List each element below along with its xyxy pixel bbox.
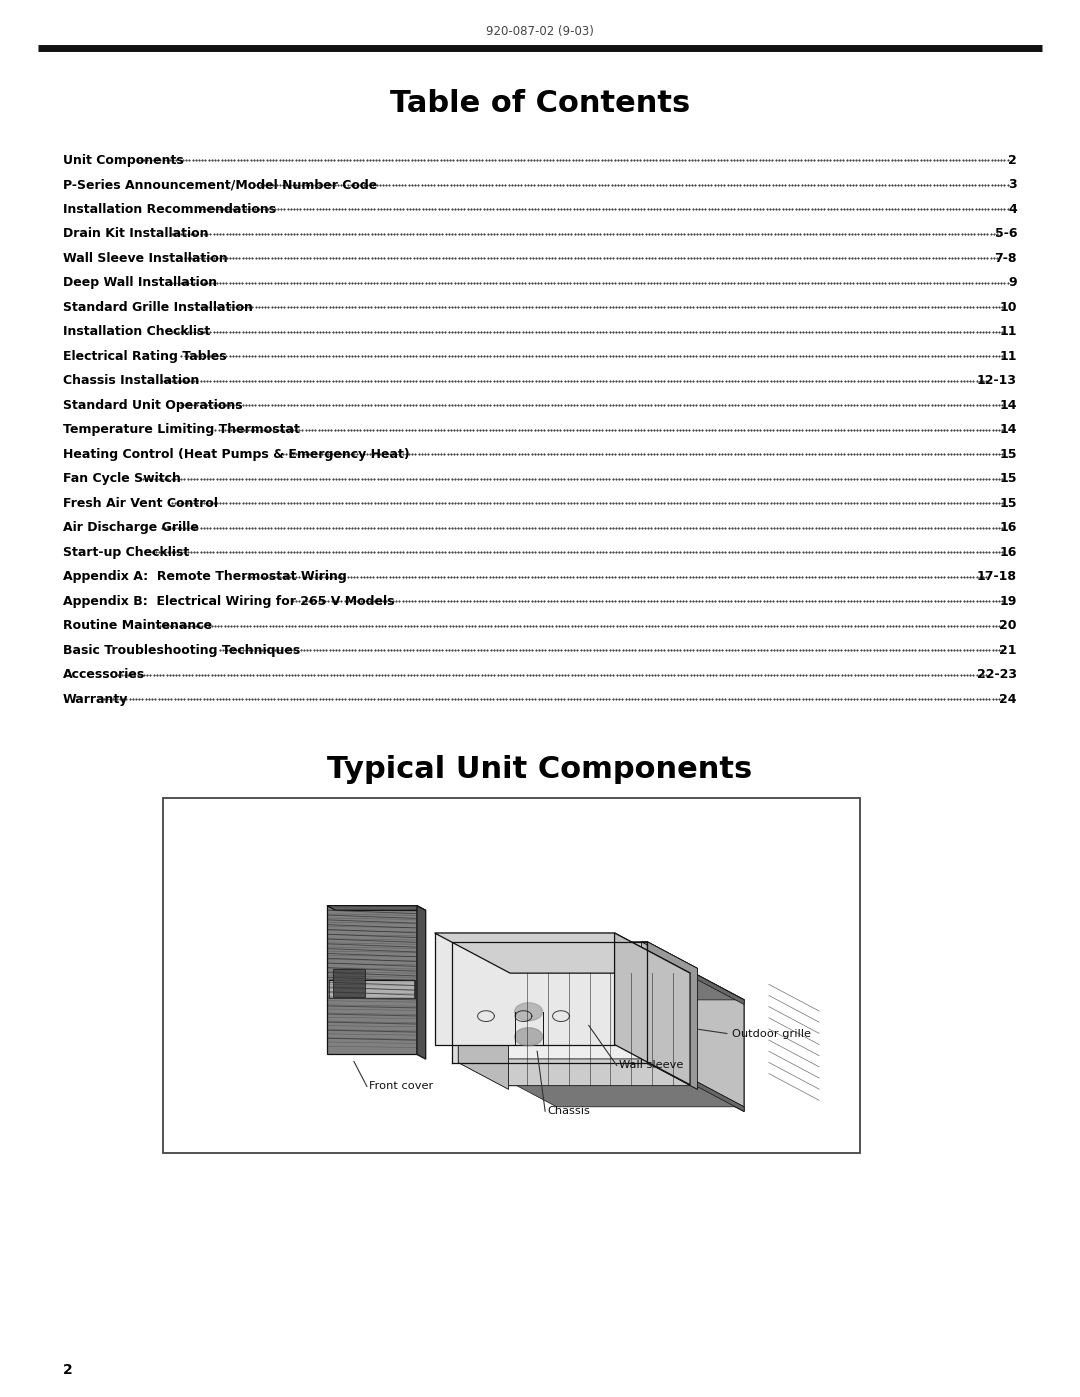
Polygon shape <box>507 974 693 1084</box>
Ellipse shape <box>514 1003 542 1021</box>
Text: 16: 16 <box>1000 546 1017 559</box>
Text: Temperature Limiting Thermostat: Temperature Limiting Thermostat <box>63 423 300 436</box>
Polygon shape <box>647 942 698 972</box>
Ellipse shape <box>514 1028 542 1046</box>
Text: Wall sleeve: Wall sleeve <box>619 1060 684 1070</box>
Text: Heating Control (Heat Pumps & Emergency Heat): Heating Control (Heat Pumps & Emergency … <box>63 448 409 461</box>
Polygon shape <box>434 933 690 974</box>
Polygon shape <box>327 905 426 911</box>
Text: Standard Unit Operations: Standard Unit Operations <box>63 398 243 412</box>
Polygon shape <box>693 974 744 1004</box>
Text: Accessories: Accessories <box>63 668 145 682</box>
Polygon shape <box>507 974 744 1000</box>
Text: 15: 15 <box>999 448 1017 461</box>
Polygon shape <box>642 942 698 968</box>
Polygon shape <box>507 974 744 1000</box>
Text: Air Discharge Grille: Air Discharge Grille <box>63 521 199 534</box>
Text: Installation Recommendations: Installation Recommendations <box>63 203 276 215</box>
Polygon shape <box>647 1059 698 1090</box>
Text: Wall Sleeve Installation: Wall Sleeve Installation <box>63 251 228 265</box>
Text: Table of Contents: Table of Contents <box>390 88 690 117</box>
Text: 7-8: 7-8 <box>995 251 1017 265</box>
Polygon shape <box>507 974 693 978</box>
Text: 920-087-02 (9-03): 920-087-02 (9-03) <box>486 25 594 39</box>
Polygon shape <box>642 942 647 1063</box>
Polygon shape <box>647 942 698 1090</box>
Polygon shape <box>417 905 426 1059</box>
Text: Typical Unit Components: Typical Unit Components <box>327 754 753 784</box>
Text: 11: 11 <box>999 349 1017 363</box>
Text: Chassis: Chassis <box>548 1106 590 1116</box>
Polygon shape <box>453 942 647 946</box>
Text: Warranty: Warranty <box>63 693 129 705</box>
Text: 4: 4 <box>1009 203 1017 215</box>
Polygon shape <box>453 1059 698 1085</box>
Polygon shape <box>507 1080 744 1106</box>
Polygon shape <box>453 942 698 968</box>
Text: Fan Cycle Switch: Fan Cycle Switch <box>63 472 180 485</box>
Text: 14: 14 <box>999 398 1017 412</box>
Text: Fresh Air Vent Control: Fresh Air Vent Control <box>63 497 218 510</box>
Text: Electrical Rating Tables: Electrical Rating Tables <box>63 349 227 363</box>
Text: Front cover: Front cover <box>369 1081 433 1091</box>
Text: Routine Maintenance: Routine Maintenance <box>63 619 212 633</box>
Text: Appendix A:  Remote Thermostat Wiring: Appendix A: Remote Thermostat Wiring <box>63 570 347 584</box>
Text: 16: 16 <box>1000 521 1017 534</box>
Polygon shape <box>615 933 690 1084</box>
Text: Basic Troubleshooting Techniques: Basic Troubleshooting Techniques <box>63 644 300 657</box>
Text: 22-23: 22-23 <box>977 668 1017 682</box>
Polygon shape <box>693 1080 744 1112</box>
Polygon shape <box>329 981 415 997</box>
Text: 24: 24 <box>999 693 1017 705</box>
Text: Deep Wall Installation: Deep Wall Installation <box>63 277 217 289</box>
Text: Unit Components: Unit Components <box>63 154 184 166</box>
Text: Drain Kit Installation: Drain Kit Installation <box>63 228 208 240</box>
Polygon shape <box>453 1059 647 1063</box>
Text: Installation Checklist: Installation Checklist <box>63 326 211 338</box>
Text: 11: 11 <box>999 326 1017 338</box>
Bar <box>333 970 365 997</box>
Text: 3: 3 <box>1009 179 1017 191</box>
Text: 15: 15 <box>999 497 1017 510</box>
Text: 17-18: 17-18 <box>977 570 1017 584</box>
Polygon shape <box>507 1080 693 1084</box>
Polygon shape <box>458 942 509 1090</box>
Text: 14: 14 <box>999 423 1017 436</box>
Text: 2: 2 <box>1009 154 1017 166</box>
Polygon shape <box>434 933 615 1045</box>
Text: 15: 15 <box>999 472 1017 485</box>
Text: Chassis Installation: Chassis Installation <box>63 374 200 387</box>
Bar <box>163 798 860 1153</box>
Text: Outdoor grille: Outdoor grille <box>732 1030 811 1039</box>
Text: 10: 10 <box>999 300 1017 314</box>
Polygon shape <box>453 942 509 968</box>
Text: 2: 2 <box>63 1363 72 1377</box>
Polygon shape <box>693 974 744 1112</box>
Text: 9: 9 <box>1009 277 1017 289</box>
Text: 12-13: 12-13 <box>977 374 1017 387</box>
Text: Start-up Checklist: Start-up Checklist <box>63 546 189 559</box>
Text: Appendix B:  Electrical Wiring for 265 V Models: Appendix B: Electrical Wiring for 265 V … <box>63 595 394 608</box>
Text: 21: 21 <box>999 644 1017 657</box>
Text: 19: 19 <box>1000 595 1017 608</box>
Text: 5-6: 5-6 <box>995 228 1017 240</box>
Text: P-Series Announcement/Model Number Code: P-Series Announcement/Model Number Code <box>63 179 377 191</box>
Text: 20: 20 <box>999 619 1017 633</box>
Polygon shape <box>453 942 458 1063</box>
Text: Standard Grille Installation: Standard Grille Installation <box>63 300 253 314</box>
Polygon shape <box>327 905 417 1055</box>
